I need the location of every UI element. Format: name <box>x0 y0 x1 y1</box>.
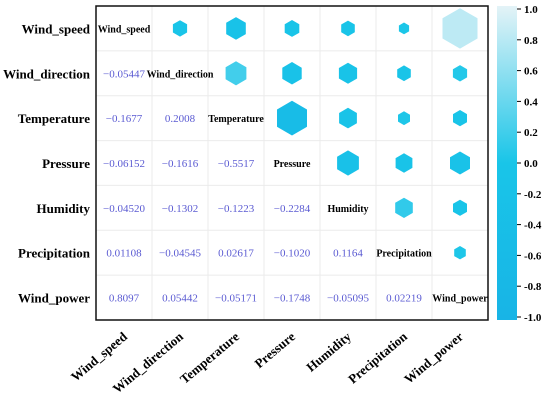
colorbar-tick-label: 0.2 <box>524 127 538 139</box>
diagonal-label: Wind_speed <box>98 24 151 35</box>
diagonal-label: Precipitation <box>376 249 432 260</box>
colorbar-tick-label: 0.0 <box>524 158 538 170</box>
plot-frame <box>95 5 489 321</box>
corr-value: −0.04520 <box>103 203 145 215</box>
colorbar-tick-label: -0.4 <box>524 220 542 232</box>
corr-hexagon <box>395 153 413 173</box>
corr-value: −0.05095 <box>327 293 369 305</box>
diagonal-labels: Wind_speed Wind_direction Temperature Press… <box>98 24 489 304</box>
corr-hexagon <box>277 100 307 136</box>
colorbar-tick-label: 1.0 <box>524 4 538 16</box>
x-axis-label: Pressure <box>252 329 299 371</box>
corr-value: −0.04545 <box>159 248 201 260</box>
corr-value: −0.05447 <box>103 68 145 80</box>
colorbar <box>497 6 517 320</box>
corr-hexagon <box>450 151 470 175</box>
corr-hexagon <box>339 107 357 129</box>
colorbar-tick-label: 0.8 <box>524 35 538 47</box>
corr-hexagon <box>341 20 355 37</box>
corr-hexagon <box>453 110 467 127</box>
corr-value: −0.1677 <box>106 113 143 125</box>
corr-value: 0.02219 <box>386 293 422 305</box>
colorbar-tick-label: -1.0 <box>524 312 542 324</box>
corr-value: 0.02617 <box>218 248 254 260</box>
colorbar-tick-label: -0.6 <box>524 250 542 262</box>
corr-hexagon <box>284 20 300 37</box>
diagonal-label: Wind_power <box>432 294 488 305</box>
corr-value: −0.1616 <box>162 158 199 170</box>
corr-hexagon <box>282 62 302 85</box>
corr-value: −0.05171 <box>215 293 257 305</box>
corr-value: −0.5517 <box>218 158 255 170</box>
corr-value: 0.2008 <box>165 113 196 125</box>
y-axis-label: Pressure <box>42 156 90 171</box>
corr-value: −0.1302 <box>162 203 198 215</box>
corr-value: −0.1223 <box>218 203 255 215</box>
corr-value: 0.01108 <box>106 248 142 260</box>
corr-hexagon <box>397 65 411 82</box>
diagonal-label: Pressure <box>274 159 311 170</box>
corr-value: −0.2284 <box>274 203 311 215</box>
y-axis-label: Wind_speed <box>22 21 91 36</box>
corr-hexagon <box>338 62 358 84</box>
corr-value: −0.06152 <box>103 158 145 170</box>
y-axis-label: Humidity <box>37 201 91 216</box>
y-axis-label: Temperature <box>18 111 90 126</box>
diagonal-label: Humidity <box>327 204 368 215</box>
colorbar-tick-label: -0.2 <box>524 189 542 201</box>
x-axis-label: Temperature <box>177 329 242 387</box>
grid-lines <box>96 6 488 320</box>
corr-hexagon <box>398 22 410 35</box>
corr-hexagon <box>442 8 478 49</box>
colorbar-tick-label: 0.4 <box>524 96 538 108</box>
y-axis-label: Wind_power <box>18 291 90 306</box>
corr-hexagon <box>172 20 188 37</box>
corr-hexagon <box>452 65 468 82</box>
corr-hexagon <box>395 197 413 218</box>
corr-hexagon <box>398 111 410 126</box>
corr-hexagon <box>454 246 466 260</box>
hexagon-glyphs <box>172 8 478 260</box>
corr-value: 0.8097 <box>109 293 140 305</box>
y-axis-labels: Wind_speed Wind_direction Temperature Press… <box>3 21 91 305</box>
colorbar-tick-label: 0.6 <box>524 66 538 78</box>
corr-hexagon <box>225 61 247 86</box>
x-axis-label: Humidity <box>303 328 354 374</box>
corr-hexagon <box>337 150 359 176</box>
diagonal-label: Temperature <box>208 114 264 125</box>
y-axis-label: Wind_direction <box>3 66 91 81</box>
corr-value: −0.1748 <box>274 293 311 305</box>
x-axis-label: Wind_power <box>401 329 466 387</box>
diagonal-label: Wind_direction <box>147 69 214 80</box>
correlation-values: −0.05447 −0.1677 0.2008 −0.06152 −0.1616 −0.5… <box>103 68 422 304</box>
colorbar-ticks: 1.0 0.8 0.6 0.4 0.2 0.0 -0.2 -0.4 -0.6 -0.8 -1.0 <box>517 4 542 324</box>
colorbar-tick-label: -0.8 <box>524 281 542 293</box>
y-axis-label: Precipitation <box>18 246 91 261</box>
corr-hexagon <box>226 17 246 40</box>
corr-value: −0.1020 <box>274 248 311 260</box>
corr-value: 0.1164 <box>333 248 363 260</box>
x-axis-label: Precipitation <box>345 328 410 386</box>
corr-value: 0.05442 <box>162 293 198 305</box>
corr-hexagon <box>453 199 467 216</box>
